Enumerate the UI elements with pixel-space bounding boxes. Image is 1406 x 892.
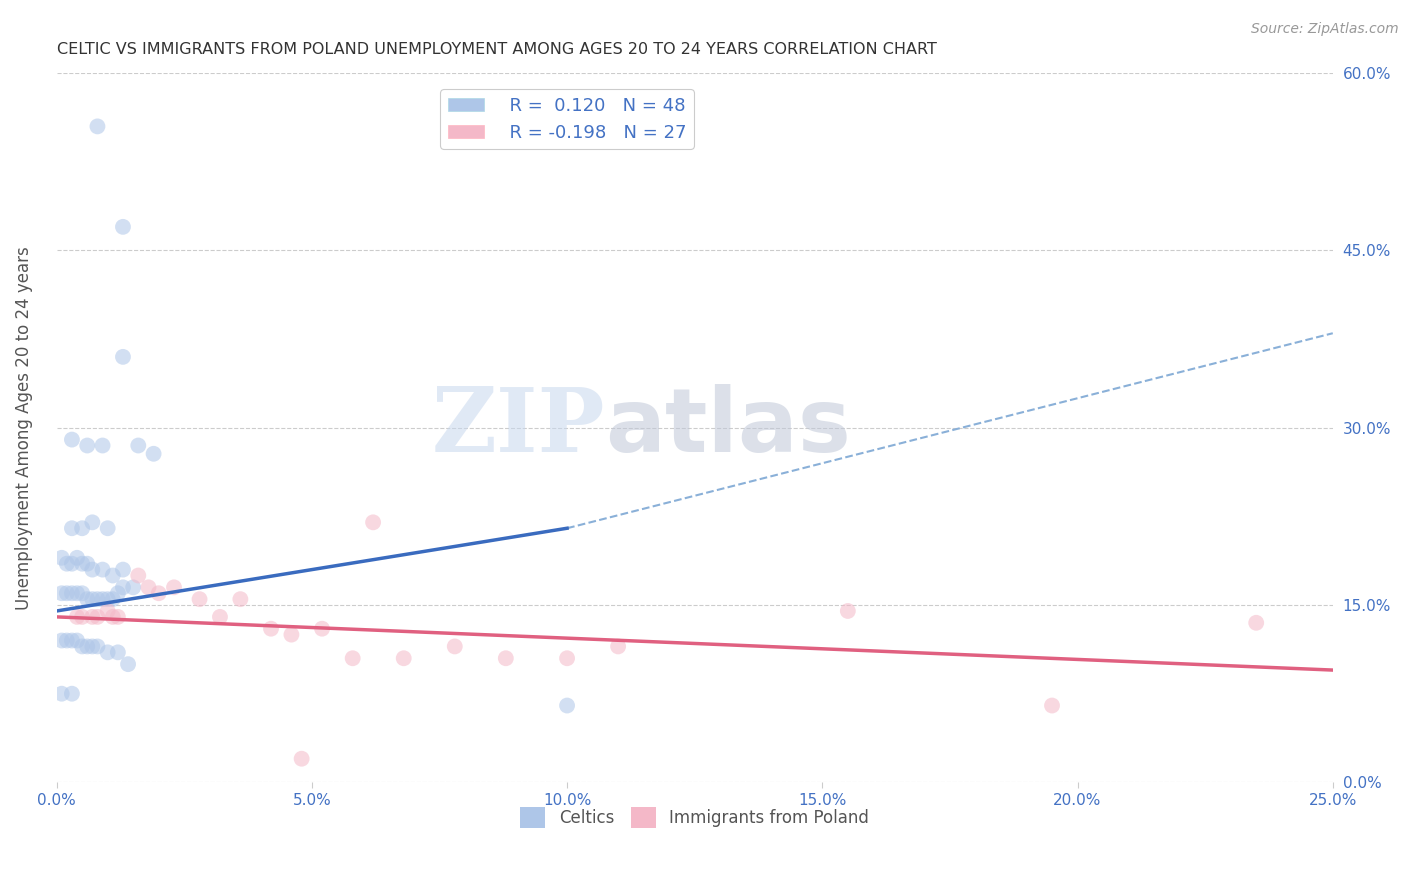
Point <box>76 640 98 654</box>
Point <box>107 610 129 624</box>
Point <box>86 592 108 607</box>
Point <box>51 687 73 701</box>
Point <box>148 586 170 600</box>
Point <box>60 433 83 447</box>
Point <box>76 592 98 607</box>
Point <box>392 651 415 665</box>
Point <box>142 447 165 461</box>
Point <box>229 592 252 607</box>
Point <box>107 586 129 600</box>
Point <box>70 521 93 535</box>
Point <box>280 627 302 641</box>
Point <box>91 592 114 607</box>
Text: Source: ZipAtlas.com: Source: ZipAtlas.com <box>1251 22 1399 37</box>
Point <box>86 610 108 624</box>
Point <box>208 610 231 624</box>
Legend: Celtics, Immigrants from Poland: Celtics, Immigrants from Poland <box>513 801 876 834</box>
Point <box>82 563 104 577</box>
Point <box>111 580 134 594</box>
Point <box>342 651 364 665</box>
Point <box>260 622 283 636</box>
Point <box>97 521 120 535</box>
Point <box>361 516 384 530</box>
Point <box>101 610 124 624</box>
Point <box>311 622 333 636</box>
Text: CELTIC VS IMMIGRANTS FROM POLAND UNEMPLOYMENT AMONG AGES 20 TO 24 YEARS CORRELAT: CELTIC VS IMMIGRANTS FROM POLAND UNEMPLO… <box>56 42 936 57</box>
Point <box>111 350 134 364</box>
Point <box>97 592 120 607</box>
Point <box>1040 698 1063 713</box>
Point <box>70 557 93 571</box>
Point <box>97 604 120 618</box>
Point <box>91 563 114 577</box>
Point <box>555 651 578 665</box>
Point <box>76 438 98 452</box>
Point <box>60 586 83 600</box>
Point <box>127 568 149 582</box>
Point <box>51 550 73 565</box>
Point <box>97 645 120 659</box>
Point <box>86 120 108 134</box>
Point <box>56 633 79 648</box>
Point <box>101 568 124 582</box>
Point <box>837 604 859 618</box>
Point <box>127 438 149 452</box>
Point <box>163 580 186 594</box>
Point <box>70 586 93 600</box>
Point <box>66 633 89 648</box>
Point <box>66 610 89 624</box>
Y-axis label: Unemployment Among Ages 20 to 24 years: Unemployment Among Ages 20 to 24 years <box>15 246 32 609</box>
Point <box>188 592 211 607</box>
Point <box>76 557 98 571</box>
Point <box>60 521 83 535</box>
Point <box>70 610 93 624</box>
Point <box>56 586 79 600</box>
Point <box>82 516 104 530</box>
Point <box>117 657 139 672</box>
Point <box>107 645 129 659</box>
Point <box>60 687 83 701</box>
Point <box>60 633 83 648</box>
Point <box>111 219 134 234</box>
Point <box>122 580 145 594</box>
Point <box>555 698 578 713</box>
Point <box>51 586 73 600</box>
Point <box>66 550 89 565</box>
Point <box>91 438 114 452</box>
Point <box>82 592 104 607</box>
Point <box>101 592 124 607</box>
Point <box>111 563 134 577</box>
Text: ZIP: ZIP <box>432 384 606 471</box>
Point <box>70 640 93 654</box>
Point <box>291 752 314 766</box>
Point <box>495 651 517 665</box>
Point <box>1244 615 1267 630</box>
Point <box>56 557 79 571</box>
Point <box>86 640 108 654</box>
Point <box>82 610 104 624</box>
Point <box>82 640 104 654</box>
Text: atlas: atlas <box>606 384 851 471</box>
Point <box>138 580 160 594</box>
Point <box>66 586 89 600</box>
Point <box>443 640 465 654</box>
Point <box>51 633 73 648</box>
Point <box>60 557 83 571</box>
Point <box>607 640 630 654</box>
